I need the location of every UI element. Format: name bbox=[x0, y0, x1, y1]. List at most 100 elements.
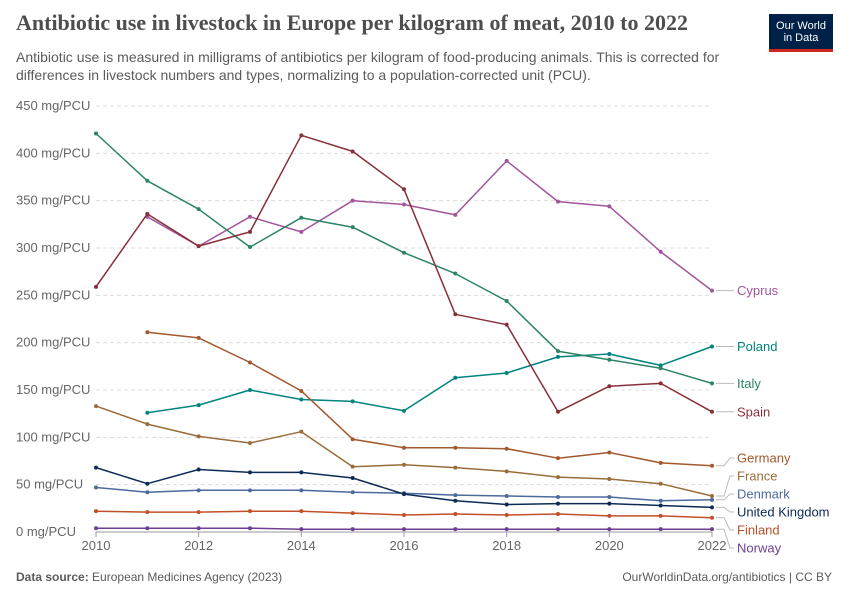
credit-link[interactable]: OurWorldinData.org/antibiotics | CC BY bbox=[622, 570, 832, 584]
owid-logo[interactable]: Our World in Data bbox=[769, 14, 833, 52]
data-point bbox=[350, 399, 355, 404]
data-point bbox=[710, 494, 714, 499]
y-tick-label: 200 mg/PCU bbox=[16, 335, 90, 350]
data-point bbox=[607, 204, 612, 209]
data-point bbox=[248, 526, 252, 531]
data-point bbox=[145, 410, 150, 415]
data-point bbox=[145, 526, 150, 531]
data-point bbox=[299, 229, 304, 234]
data-point bbox=[196, 488, 201, 493]
x-tick-label: 2018 bbox=[492, 538, 521, 553]
series-label: Germany bbox=[737, 451, 791, 466]
data-point bbox=[196, 510, 201, 515]
data-point bbox=[556, 349, 560, 354]
data-point bbox=[556, 475, 560, 480]
series-line-italy bbox=[95, 132, 713, 385]
data-point bbox=[607, 352, 612, 357]
data-point bbox=[145, 178, 150, 183]
x-tick-label: 2010 bbox=[82, 538, 111, 553]
x-tick-label: 2014 bbox=[287, 538, 316, 553]
data-point bbox=[402, 492, 406, 497]
label-connector bbox=[716, 457, 734, 467]
data-point bbox=[145, 481, 150, 486]
series-label: United Kingdom bbox=[737, 505, 830, 520]
data-point bbox=[504, 512, 509, 517]
data-point bbox=[402, 187, 406, 192]
data-point bbox=[299, 397, 304, 402]
data-point bbox=[94, 509, 98, 514]
data-point bbox=[556, 199, 560, 204]
series-line-spain bbox=[95, 134, 713, 413]
data-point bbox=[299, 509, 304, 514]
data-point bbox=[607, 450, 612, 455]
label-connector bbox=[716, 528, 734, 549]
data-point bbox=[145, 330, 150, 335]
data-point bbox=[248, 488, 252, 493]
series-line-germany bbox=[147, 331, 713, 467]
y-tick-label: 100 mg/PCU bbox=[16, 429, 90, 444]
y-tick-label: 300 mg/PCU bbox=[16, 240, 90, 255]
series-label: Cyprus bbox=[737, 283, 779, 298]
chart-subtitle: Antibiotic use is measured in milligrams… bbox=[16, 49, 720, 83]
data-point bbox=[504, 322, 509, 327]
data-point bbox=[658, 498, 663, 503]
data-point bbox=[556, 527, 560, 532]
data-point bbox=[402, 462, 406, 467]
data-point bbox=[248, 470, 252, 475]
data-point bbox=[350, 198, 355, 203]
data-point bbox=[350, 437, 355, 442]
data-point bbox=[402, 408, 406, 413]
data-point bbox=[658, 513, 663, 518]
label-connector bbox=[716, 475, 734, 497]
x-tick-label: 2016 bbox=[390, 538, 419, 553]
x-tick-label: 2020 bbox=[595, 538, 624, 553]
data-point bbox=[453, 527, 458, 532]
data-point bbox=[350, 511, 355, 516]
data-point bbox=[350, 527, 355, 532]
data-point bbox=[196, 207, 201, 212]
data-point bbox=[94, 131, 98, 136]
data-point bbox=[350, 149, 355, 154]
data-point bbox=[350, 490, 355, 495]
data-point bbox=[658, 249, 663, 254]
series-line-france bbox=[95, 405, 713, 497]
series-label: Italy bbox=[737, 376, 761, 391]
data-point bbox=[248, 509, 252, 514]
data-point bbox=[402, 202, 406, 207]
data-point bbox=[402, 445, 406, 450]
data-point bbox=[556, 512, 560, 517]
data-point bbox=[299, 388, 304, 393]
data-point bbox=[504, 158, 509, 163]
data-point bbox=[453, 465, 458, 470]
data-point bbox=[196, 526, 201, 531]
data-point bbox=[710, 463, 714, 468]
data-point bbox=[453, 498, 458, 503]
data-point bbox=[299, 470, 304, 475]
data-point bbox=[504, 299, 509, 304]
data-point bbox=[710, 505, 714, 510]
logo-line-2: in Data bbox=[783, 32, 819, 44]
data-point bbox=[556, 354, 560, 359]
y-tick-label: 450 mg/PCU bbox=[16, 98, 90, 113]
data-point bbox=[504, 502, 509, 507]
data-point bbox=[94, 526, 98, 531]
data-point bbox=[658, 381, 663, 386]
y-tick-label: 400 mg/PCU bbox=[16, 145, 90, 160]
x-tick-label: 2012 bbox=[184, 538, 213, 553]
data-point bbox=[658, 366, 663, 371]
data-point bbox=[607, 476, 612, 481]
series-label: Spain bbox=[737, 404, 770, 419]
data-point bbox=[94, 465, 98, 470]
data-point bbox=[607, 384, 612, 389]
data-point bbox=[94, 284, 98, 289]
data-point bbox=[402, 527, 406, 532]
series-label: Denmark bbox=[737, 487, 790, 502]
chart-title: Antibiotic use in livestock in Europe pe… bbox=[16, 10, 689, 35]
data-point bbox=[196, 434, 201, 439]
label-connector bbox=[716, 517, 734, 531]
data-source-label: Data source: bbox=[16, 570, 89, 584]
label-connector bbox=[716, 493, 734, 501]
data-point bbox=[710, 381, 714, 386]
data-point bbox=[710, 497, 714, 502]
